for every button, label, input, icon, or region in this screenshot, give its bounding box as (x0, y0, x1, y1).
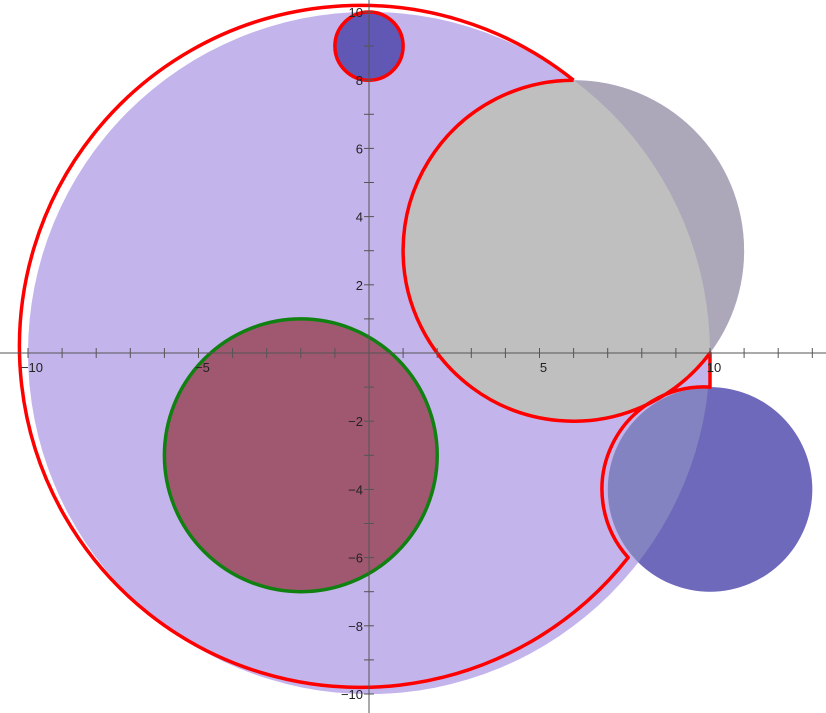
y-tick-label: −6 (348, 551, 363, 566)
y-tick-label: 6 (356, 141, 363, 156)
y-tick-label: 2 (356, 278, 363, 293)
y-tick-label: 4 (356, 210, 363, 225)
y-tick-label: 10 (349, 5, 363, 20)
y-tick-label: −2 (348, 414, 363, 429)
y-tick-label: −10 (341, 687, 363, 702)
x-tick-label: 5 (540, 360, 547, 375)
y-tick-label: 8 (356, 73, 363, 88)
y-tick-label: −8 (348, 619, 363, 634)
blue-circle (607, 387, 813, 592)
gray-circle (403, 80, 745, 422)
y-tick-label: −4 (348, 482, 363, 497)
x-tick-label: 10 (707, 360, 721, 375)
x-tick-label: −10 (21, 360, 43, 375)
region-boundary (17, 3, 712, 690)
x-tick-label: −5 (195, 360, 210, 375)
